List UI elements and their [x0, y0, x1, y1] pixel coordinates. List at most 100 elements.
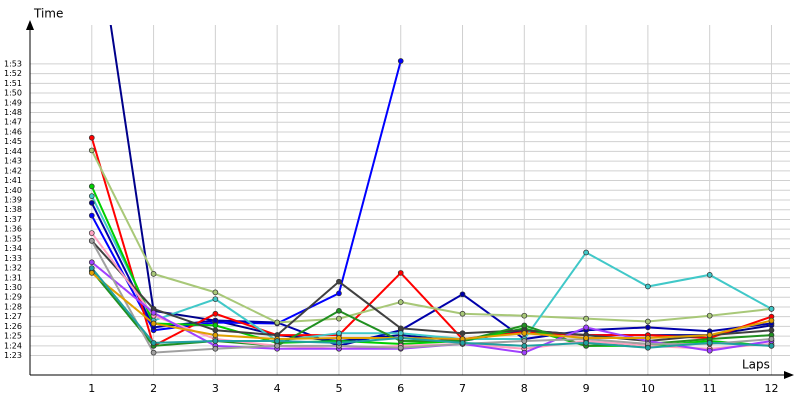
- x-tick-label: 6: [397, 382, 404, 395]
- data-point: [150, 340, 157, 346]
- y-tick-label: 1:42: [4, 166, 22, 175]
- data-point: [88, 183, 95, 190]
- data-point: [88, 270, 95, 276]
- data-point: [645, 283, 651, 290]
- data-point: [150, 320, 157, 327]
- x-tick-label: 3: [212, 382, 219, 395]
- y-tick-label: 1:41: [4, 176, 22, 185]
- data-point: [645, 335, 651, 341]
- data-point: [397, 335, 404, 341]
- data-point: [212, 322, 219, 329]
- data-point: [521, 342, 528, 349]
- data-point: [583, 324, 589, 331]
- y-axis-label: Time: [33, 7, 63, 21]
- data-point: [459, 310, 466, 317]
- y-tick-label: 1:33: [4, 254, 22, 263]
- data-point: [768, 327, 775, 334]
- x-tick-label: 2: [150, 382, 157, 395]
- series-line: [90, 137, 772, 348]
- x-tick-label: 12: [764, 382, 778, 395]
- series-line: [91, 272, 772, 341]
- y-tick-label: 1:47: [4, 118, 22, 127]
- y-tick-label: 1:35: [4, 234, 22, 243]
- data-point: [336, 290, 342, 297]
- y-tick-label: 1:51: [4, 79, 22, 88]
- data-point: [583, 340, 589, 346]
- plot-area: [88, 25, 775, 356]
- data-point: [212, 338, 219, 344]
- data-point: [88, 237, 95, 244]
- x-tick-label: 7: [459, 382, 466, 395]
- data-point: [212, 332, 219, 338]
- data-point: [706, 332, 713, 338]
- y-tick-label: 1:32: [4, 264, 22, 273]
- y-tick-label: 1:28: [4, 302, 22, 311]
- series-line: [90, 185, 772, 347]
- y-tick-label: 1:38: [4, 205, 22, 214]
- x-tick-label: 8: [521, 382, 528, 395]
- data-point: [88, 265, 95, 271]
- y-tick-label: 1:46: [4, 127, 22, 136]
- data-point: [274, 338, 281, 344]
- data-point: [88, 200, 95, 206]
- data-point: [336, 335, 342, 341]
- data-point: [459, 340, 466, 346]
- y-tick-label: 1:23: [4, 351, 22, 360]
- data-point: [336, 315, 342, 322]
- data-point: [583, 315, 589, 322]
- y-tick-label: 1:29: [4, 293, 22, 302]
- y-axis-arrow: [26, 20, 34, 30]
- data-point: [459, 291, 466, 298]
- y-tick-label: 1:36: [4, 225, 22, 234]
- data-point: [88, 230, 95, 236]
- y-tick-label: 1:52: [4, 69, 22, 78]
- data-point: [397, 344, 404, 351]
- data-point: [459, 330, 466, 337]
- data-point: [397, 325, 404, 332]
- y-tick-label: 1:37: [4, 215, 22, 224]
- data-point: [768, 317, 775, 324]
- data-point: [212, 327, 219, 334]
- y-tick-label: 1:43: [4, 157, 22, 166]
- data-point: [88, 259, 95, 266]
- data-point: [336, 340, 342, 346]
- data-point: [768, 306, 775, 312]
- y-tick-label: 1:24: [4, 341, 22, 350]
- data-point: [150, 309, 157, 316]
- data-point: [645, 318, 651, 325]
- data-point: [336, 278, 342, 285]
- data-point: [212, 310, 219, 317]
- data-point: [274, 342, 281, 349]
- x-tick-label: 4: [274, 382, 281, 395]
- y-tick-label: 1:45: [4, 137, 22, 146]
- data-point: [88, 134, 95, 141]
- y-tick-label: 1:48: [4, 108, 22, 117]
- data-point: [706, 340, 713, 346]
- data-point: [706, 312, 713, 319]
- data-point: [274, 319, 281, 326]
- data-point: [645, 324, 651, 331]
- grid: [30, 25, 790, 375]
- x-axis-label: Laps: [742, 358, 770, 372]
- data-point: [521, 322, 528, 329]
- x-tick-label: 9: [583, 382, 590, 395]
- data-point: [150, 349, 157, 356]
- data-point: [521, 338, 528, 344]
- y-tick-label: 1:53: [4, 59, 22, 68]
- series-line: [90, 240, 772, 354]
- y-tick-label: 1:50: [4, 89, 22, 98]
- data-point: [212, 289, 219, 296]
- data-point: [768, 336, 775, 342]
- data-point: [583, 249, 589, 256]
- y-tick-label: 1:49: [4, 98, 22, 107]
- series-line: [91, 267, 772, 349]
- y-tick-label: 1:26: [4, 322, 22, 331]
- x-tick-label: 1: [88, 382, 95, 395]
- y-tick-label: 1:27: [4, 312, 22, 321]
- data-point: [336, 307, 342, 314]
- y-tick-label: 1:44: [4, 147, 22, 156]
- data-point: [397, 58, 404, 64]
- y-tick-label: 1:31: [4, 273, 22, 282]
- x-tick-label: 11: [703, 382, 717, 395]
